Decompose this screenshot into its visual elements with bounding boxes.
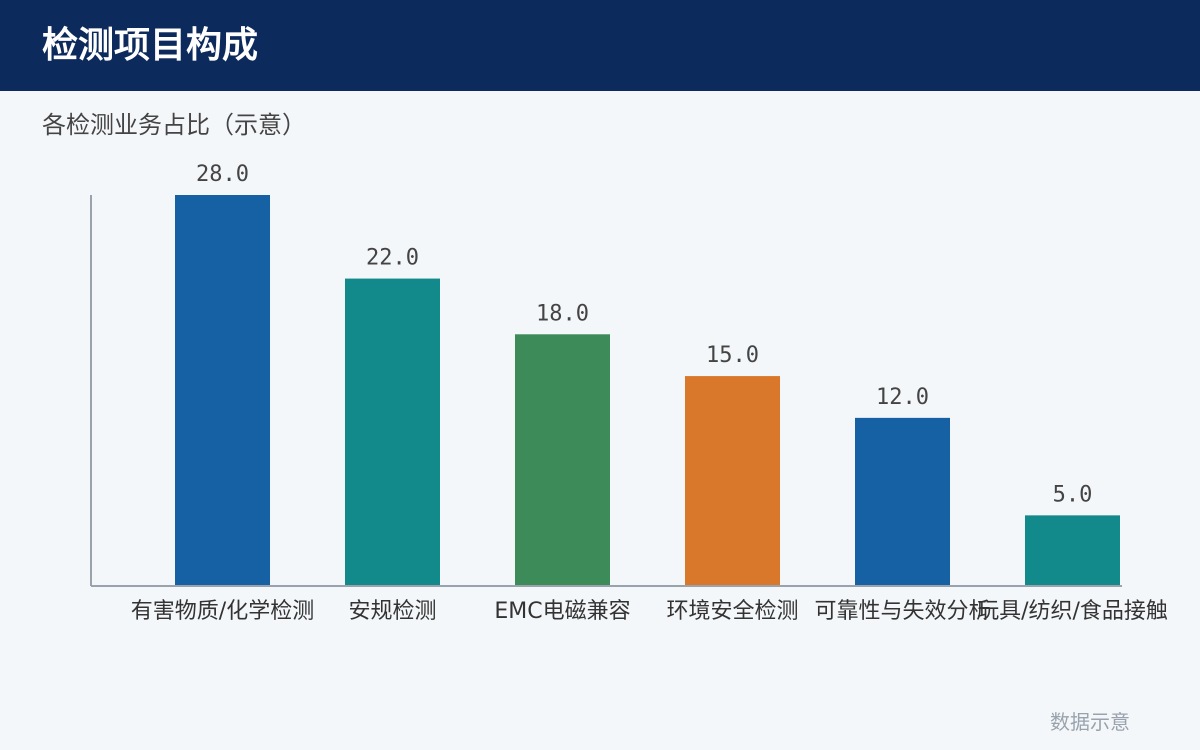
- value-label-5: 12.0: [876, 385, 929, 410]
- category-label-3: EMC电磁兼容: [494, 599, 630, 624]
- bar-2: [345, 278, 440, 585]
- value-label-3: 18.0: [536, 301, 589, 326]
- value-label-6: 5.0: [1053, 482, 1093, 507]
- footer-note: 数据示意: [1050, 710, 1130, 734]
- bar-5: [855, 417, 950, 585]
- value-labels-group: 28.0 22.0 18.0 15.0 12.0 5.0: [196, 162, 1092, 507]
- header-bar: 检测项目构成: [0, 0, 1200, 91]
- category-label-5: 可靠性与失效分析: [814, 599, 990, 624]
- value-label-4: 15.0: [706, 343, 759, 368]
- chart-subtitle: 各检测业务占比（示意）: [42, 111, 306, 139]
- category-label-1: 有害物质/化学检测: [131, 599, 314, 624]
- bar-6: [1025, 515, 1120, 585]
- category-labels-group: 有害物质/化学检测 安规检测 EMC电磁兼容 环境安全检测 可靠性与失效分析玩具/纺织/…: [131, 599, 1168, 624]
- value-label-2: 22.0: [366, 246, 419, 271]
- category-label-6: 玩具/纺织/食品接触: [977, 599, 1168, 624]
- bar-4: [685, 376, 780, 585]
- category-label-4: 环境安全检测: [666, 599, 798, 624]
- category-label-2: 安规检测: [348, 599, 436, 624]
- value-label-1: 28.0: [196, 162, 249, 187]
- bar-3: [515, 334, 610, 585]
- bars-group: [175, 195, 1120, 585]
- page-title: 检测项目构成: [42, 25, 259, 66]
- bar-1: [175, 195, 270, 585]
